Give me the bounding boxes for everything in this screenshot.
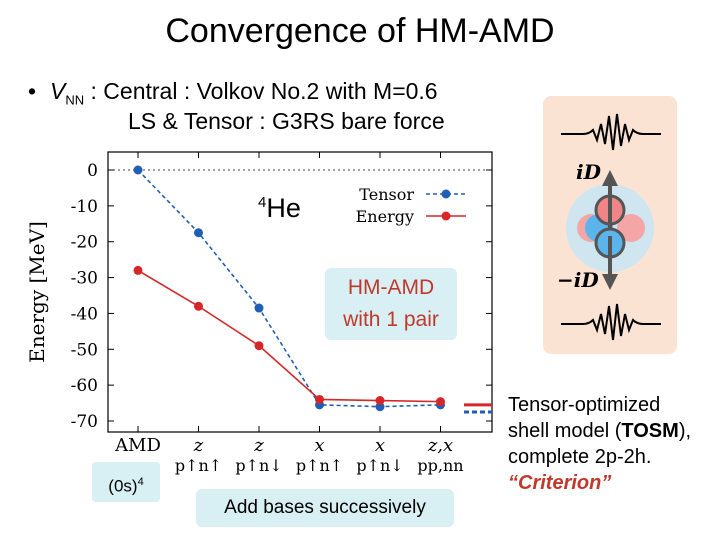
x-tick-label: AMD xyxy=(114,435,161,456)
x-tick-sublabel: p↑n↑ xyxy=(296,456,343,475)
x-tick-sublabel: p↑n↓ xyxy=(356,456,403,475)
plot-frame xyxy=(107,151,493,433)
y-tick-label: -10 xyxy=(71,197,98,217)
tosm-line3: complete 2p-2h. xyxy=(508,446,652,468)
nucleon-pair-diagram: iD −iD xyxy=(543,96,677,354)
x-tick-label: z xyxy=(253,435,264,456)
tosm-abbr: TOSM xyxy=(621,420,679,442)
hm-amd-box: HM-AMD with 1 pair xyxy=(325,268,457,340)
up-arrowhead-icon xyxy=(602,170,618,186)
x-tick-sublabel: p↑n↓ xyxy=(235,456,282,475)
data-point-energy xyxy=(133,265,143,275)
data-point-energy xyxy=(194,301,203,311)
criterion-text: “Criterion” xyxy=(508,472,612,494)
x-tick-sublabel: p↑n↑ xyxy=(175,456,222,475)
tosm-line2a: shell model ( xyxy=(508,420,622,442)
x-tick-label: z xyxy=(193,435,204,456)
data-point-tensor xyxy=(194,228,203,238)
x-tick-label: x xyxy=(375,435,385,456)
pair-diagram-svg xyxy=(561,113,661,341)
bullet-symbol: • xyxy=(28,78,37,104)
legend-marker-energy xyxy=(441,211,451,221)
data-point-energy xyxy=(315,394,324,404)
vnn-subscript: NN xyxy=(65,92,85,108)
x-tick-label: x xyxy=(314,435,324,456)
y-tick-label: -70 xyxy=(71,412,98,432)
tosm-line2: shell model (TOSM), xyxy=(508,418,691,444)
legend-label: Tensor xyxy=(359,185,414,204)
y-tick-label: -60 xyxy=(71,376,98,396)
neutron-icon xyxy=(617,214,645,242)
data-point-energy xyxy=(254,341,264,351)
tosm-line1: Tensor-optimized xyxy=(508,394,661,416)
legend-label: Energy xyxy=(356,207,414,226)
y-tick-label: -30 xyxy=(71,269,98,289)
add-bases-box: Add bases successively xyxy=(196,489,454,527)
x-tick-label: z,x xyxy=(427,435,453,456)
data-point-energy xyxy=(375,396,385,406)
zero-s-box: (0s)4 xyxy=(92,462,160,502)
tosm-line2c: ), xyxy=(678,420,692,442)
y-tick-label: -40 xyxy=(71,304,98,324)
y-tick-label: 0 xyxy=(87,161,98,181)
nucleus-name: He xyxy=(266,193,301,223)
down-arrowhead-icon xyxy=(602,274,618,290)
legend-marker-tensor xyxy=(441,189,451,199)
data-point-tensor xyxy=(133,165,143,175)
mass-number: 4 xyxy=(258,194,267,211)
zero-s-power: 4 xyxy=(137,476,144,488)
y-tick-label: -20 xyxy=(71,233,98,253)
hm-amd-line1: HM-AMD xyxy=(347,276,435,299)
nucleus-label: 4He xyxy=(258,193,301,224)
bottom-wavepacket-icon xyxy=(561,303,661,341)
id-bottom-label: −iD xyxy=(557,268,599,292)
vnn-symbol: V xyxy=(50,78,66,104)
central-force-text: : Central : Volkov No.2 with M=0.6 xyxy=(84,78,438,104)
y-tick-label: -50 xyxy=(71,340,98,360)
series-line-tensor xyxy=(137,169,441,408)
id-top-label: iD xyxy=(576,160,601,184)
hm-amd-line2: with 1 pair xyxy=(343,308,439,331)
y-axis-label: Energy [MeV] xyxy=(25,221,49,363)
data-point-energy xyxy=(436,397,445,407)
x-tick-sublabel: pp,nn xyxy=(417,456,463,475)
ls-tensor-line: LS & Tensor : G3RS bare force xyxy=(128,108,445,134)
series-line-energy xyxy=(137,269,441,403)
interaction-line: • VNN : Central : Volkov No.2 with M=0.6 xyxy=(28,78,438,108)
tosm-note: Tensor-optimized shell model (TOSM), com… xyxy=(508,392,691,496)
page-title: Convergence of HM-AMD xyxy=(165,12,555,50)
top-wavepacket-icon xyxy=(561,113,661,151)
data-point-tensor xyxy=(254,303,264,313)
zero-s-text: (0s) xyxy=(108,476,138,496)
